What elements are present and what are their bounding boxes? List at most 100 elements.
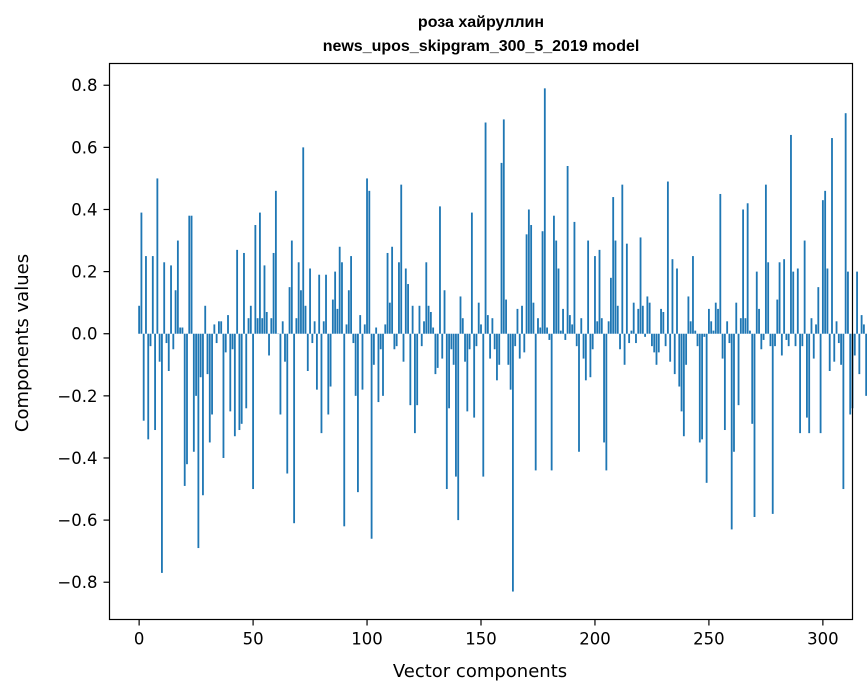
bar [395, 333, 398, 347]
bar [384, 324, 387, 334]
bar [619, 333, 621, 350]
bar [632, 302, 635, 334]
bar [701, 333, 703, 440]
bar [318, 274, 321, 334]
bar [427, 305, 430, 334]
bar [717, 308, 719, 334]
bar [393, 333, 396, 350]
bar [429, 311, 432, 334]
bar [425, 262, 428, 334]
bar [156, 178, 159, 334]
bar [635, 333, 637, 344]
bar [240, 333, 243, 424]
bar [571, 324, 574, 334]
bar [295, 318, 298, 334]
bar [739, 318, 742, 334]
bar [304, 305, 307, 334]
bar [274, 190, 277, 334]
bar [290, 240, 293, 334]
bar [259, 212, 261, 334]
bars-group [138, 88, 867, 592]
bar [391, 246, 394, 334]
bar [518, 333, 521, 359]
bar [591, 333, 594, 350]
x-tick-label: 50 [243, 630, 264, 649]
y-tick-label: 0.0 [71, 325, 97, 344]
bar [502, 119, 505, 334]
bar [692, 256, 694, 334]
bar [213, 324, 216, 334]
bar [404, 268, 407, 334]
bar [382, 333, 384, 396]
bar [327, 333, 330, 415]
bar [455, 333, 457, 477]
bar [197, 333, 200, 549]
bar [192, 333, 195, 452]
bar [598, 249, 601, 334]
bar [657, 333, 660, 353]
bar [434, 333, 437, 375]
bar [302, 147, 305, 334]
bar [589, 333, 592, 378]
bar [521, 305, 523, 334]
bar [847, 271, 849, 334]
bar [288, 287, 291, 334]
bar [379, 333, 382, 350]
bar [423, 321, 425, 334]
bar [689, 321, 692, 334]
bar [174, 290, 177, 334]
bar [215, 333, 218, 344]
bar [252, 333, 254, 490]
bar [603, 333, 605, 443]
bar [441, 333, 444, 359]
bar [616, 305, 619, 334]
bar [181, 327, 184, 334]
bar [849, 333, 852, 415]
bar [790, 134, 792, 334]
bar [753, 333, 756, 517]
bar [541, 231, 544, 334]
bar [660, 308, 662, 334]
bar [222, 333, 225, 458]
bar [587, 240, 590, 334]
bar [865, 333, 867, 396]
bar [509, 333, 512, 390]
bar [359, 315, 362, 334]
bar [420, 333, 423, 347]
bar [254, 225, 257, 334]
x-tick-label: 100 [351, 630, 383, 649]
bar [491, 318, 494, 334]
bar [666, 181, 669, 334]
bar [341, 262, 343, 334]
bar [336, 308, 339, 334]
bar [245, 333, 248, 409]
chart-subtitle: news_upos_skipgram_300_5_2019 model [323, 38, 640, 55]
bar [158, 333, 161, 362]
bar [555, 240, 558, 334]
bar [796, 268, 799, 334]
bar [630, 330, 633, 334]
bar [190, 215, 193, 334]
bar [815, 324, 817, 334]
bar [710, 321, 713, 334]
bar [605, 333, 608, 471]
bar [249, 305, 252, 334]
bar [354, 333, 357, 396]
bar [377, 333, 380, 403]
bar [199, 333, 202, 378]
bar [386, 252, 389, 334]
bar [737, 333, 740, 406]
bar [145, 256, 147, 334]
bar [204, 305, 207, 334]
bar [562, 308, 564, 334]
bar [496, 333, 498, 381]
bar [678, 333, 681, 387]
bar [527, 209, 530, 334]
bar [416, 333, 419, 406]
bar [778, 262, 781, 334]
bar [473, 333, 476, 418]
bar [140, 212, 143, 334]
bar [833, 333, 836, 362]
x-tick-label: 0 [134, 630, 145, 649]
